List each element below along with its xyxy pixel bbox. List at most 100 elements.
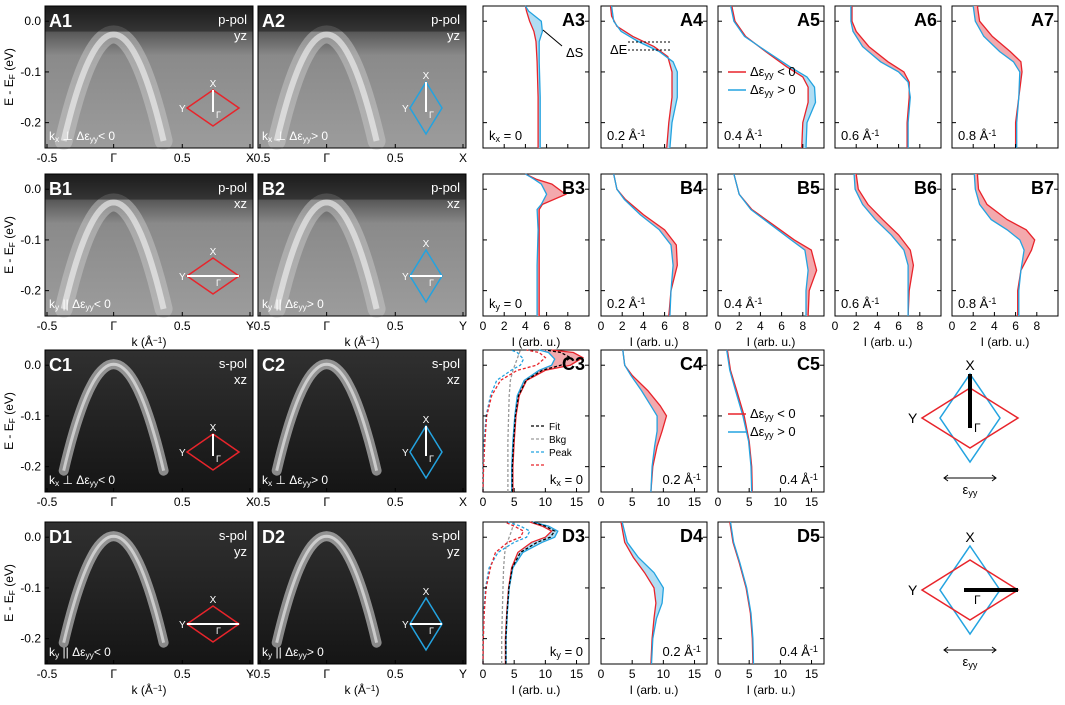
bz-gamma-label-part: Γ bbox=[429, 454, 434, 464]
x-axis-label: I (arb. u.) bbox=[747, 335, 796, 349]
series-line-2 bbox=[505, 521, 556, 664]
x-axis-label: k (Å−1) bbox=[345, 334, 380, 349]
panel-label: C5 bbox=[797, 354, 820, 374]
condition-label-part: ⊥ Δε bbox=[59, 129, 90, 143]
bz-y-label-part: Y bbox=[179, 620, 186, 631]
legend-neg-label-part: yy bbox=[764, 70, 774, 80]
band-dispersion-core bbox=[60, 199, 167, 310]
x-tick-label-part: 0.5 bbox=[387, 151, 404, 165]
strain-label-part: yy bbox=[968, 488, 978, 498]
k-value-label: 0.2 Å-1 bbox=[663, 644, 701, 659]
panel-label: A5 bbox=[797, 10, 820, 30]
bz-gamma-label: Γ bbox=[216, 110, 221, 120]
series-line-1 bbox=[850, 6, 911, 148]
x-tick-label: 0 bbox=[715, 319, 722, 333]
condition-label-part: > 0 bbox=[307, 297, 324, 311]
panel-label: B1 bbox=[49, 179, 72, 199]
plane-label: xz bbox=[447, 372, 460, 387]
y-tick-label-part: 0.0 bbox=[24, 182, 41, 196]
condition-label-part: k bbox=[262, 473, 269, 487]
x-tick-label-part: 10 bbox=[539, 495, 553, 509]
x-tick-label: 8 bbox=[564, 319, 571, 333]
edc-panel-A4: A4 0.2 Å-1 bbox=[600, 5, 708, 149]
condition-label-part: k bbox=[49, 129, 56, 143]
panel-label-part: D2 bbox=[262, 527, 285, 547]
condition-label: kx ⊥ Δεyy> 0 bbox=[262, 129, 328, 144]
panel-label-part: A4 bbox=[680, 10, 703, 30]
x-axis-label-part: I (arb. u.) bbox=[512, 683, 561, 697]
bz-y-label: Y bbox=[179, 272, 186, 283]
x-tick-label: 5 bbox=[629, 667, 636, 681]
polarization-label-part: p-pol bbox=[431, 180, 460, 195]
bz-y-label-part: Y bbox=[908, 582, 918, 598]
x-tick-label: 8 bbox=[1033, 319, 1040, 333]
x-tick-label: Γ bbox=[323, 151, 330, 165]
x-tick-label-part: -0.5 bbox=[37, 151, 58, 165]
y-tick-label-part: -0.1 bbox=[20, 233, 41, 247]
x-tick-label: 0 bbox=[598, 495, 605, 509]
bz-x-label-part: X bbox=[423, 415, 430, 426]
y-axis-label: E - EF (eV) bbox=[2, 216, 17, 274]
x-axis-label: I (arb. u.) bbox=[512, 683, 561, 697]
k-value-label-part: 0.2 Å bbox=[663, 472, 694, 487]
k-value-label-part: -1 bbox=[810, 472, 818, 482]
bz-x-label: X bbox=[965, 357, 975, 373]
condition-label-part: ⊥ Δε bbox=[272, 129, 303, 143]
panel-label: D1 bbox=[49, 527, 72, 547]
x-tick-label-part: 8 bbox=[916, 319, 923, 333]
x-tick-label-part: 4 bbox=[640, 319, 647, 333]
y-axis-label-part: F bbox=[7, 242, 17, 247]
series-line-1 bbox=[730, 5, 817, 149]
condition-label-part: > 0 bbox=[311, 129, 328, 143]
y-tick-label-part: 0.0 bbox=[24, 530, 41, 544]
edc-frame bbox=[600, 349, 708, 493]
edc-panel-A3: A3 kx = 0 bbox=[482, 5, 590, 149]
x-tick-label-part: 10 bbox=[774, 667, 788, 681]
legend-neg-label-part: < 0 bbox=[774, 64, 796, 79]
edc-panel-B6: B60.6 Å-10 2 4 6 8I (arb. u.) bbox=[832, 173, 942, 349]
polarization-label-part: s-pol bbox=[432, 528, 460, 543]
plane-label-part: yz bbox=[234, 28, 247, 43]
legend-entry: Fit bbox=[549, 422, 560, 433]
strain-label-part: ε bbox=[963, 654, 969, 669]
x-tick-label: 0.5 bbox=[387, 495, 404, 509]
condition-label: ky || Δεyy< 0 bbox=[49, 645, 111, 660]
series-line-1 bbox=[610, 5, 678, 149]
polarization-label: p-pol bbox=[218, 12, 247, 27]
panel-label-part: A6 bbox=[914, 10, 937, 30]
x-tick-label-part: 5 bbox=[511, 495, 518, 509]
plane-label: yz bbox=[447, 28, 460, 43]
x-tick-label-part: 0 bbox=[949, 319, 956, 333]
edc-panel-A5: A5 0.4 Å-1 bbox=[717, 5, 825, 149]
strain-arrow-head bbox=[943, 474, 949, 482]
condition-label-part: y bbox=[268, 650, 273, 660]
polarization-label-part: s-pol bbox=[219, 356, 247, 371]
x-tick-label: Y bbox=[246, 319, 254, 333]
y-tick-label-part: -0.1 bbox=[20, 409, 41, 423]
x-tick-label-part: -0.5 bbox=[37, 319, 58, 333]
condition-label-part: < 0 bbox=[98, 473, 115, 487]
edc-panel-B4: B40.2 Å-10 2 4 6 8I (arb. u.) bbox=[598, 173, 708, 349]
x-axis-label-part: k (Å bbox=[345, 334, 366, 349]
x-tick-label-part: 0.5 bbox=[387, 319, 404, 333]
x-tick-label: X bbox=[459, 151, 467, 165]
plane-label: yz bbox=[447, 544, 460, 559]
x-tick-label: Γ bbox=[110, 495, 117, 509]
bz-gamma-label: Γ bbox=[974, 421, 981, 435]
x-axis-label: I (arb. u.) bbox=[747, 683, 796, 697]
brillouin-zone-inset bbox=[409, 424, 443, 480]
series-line-0 bbox=[620, 521, 657, 665]
series-line-1 bbox=[525, 173, 548, 316]
k-value-label-part: 0.6 Å bbox=[841, 128, 872, 143]
k-value-label-part: -1 bbox=[988, 128, 996, 138]
bz-x-label-part: X bbox=[210, 595, 217, 606]
x-tick-label-part: Y bbox=[459, 319, 467, 333]
k-value-label: 0.6 Å-1 bbox=[841, 128, 879, 143]
x-axis-label-part: I (arb. u.) bbox=[630, 335, 679, 349]
x-tick-label-part: X bbox=[246, 151, 254, 165]
bz-gamma-label-part: Γ bbox=[429, 110, 434, 120]
x-tick-label: -0.5 bbox=[250, 667, 271, 681]
